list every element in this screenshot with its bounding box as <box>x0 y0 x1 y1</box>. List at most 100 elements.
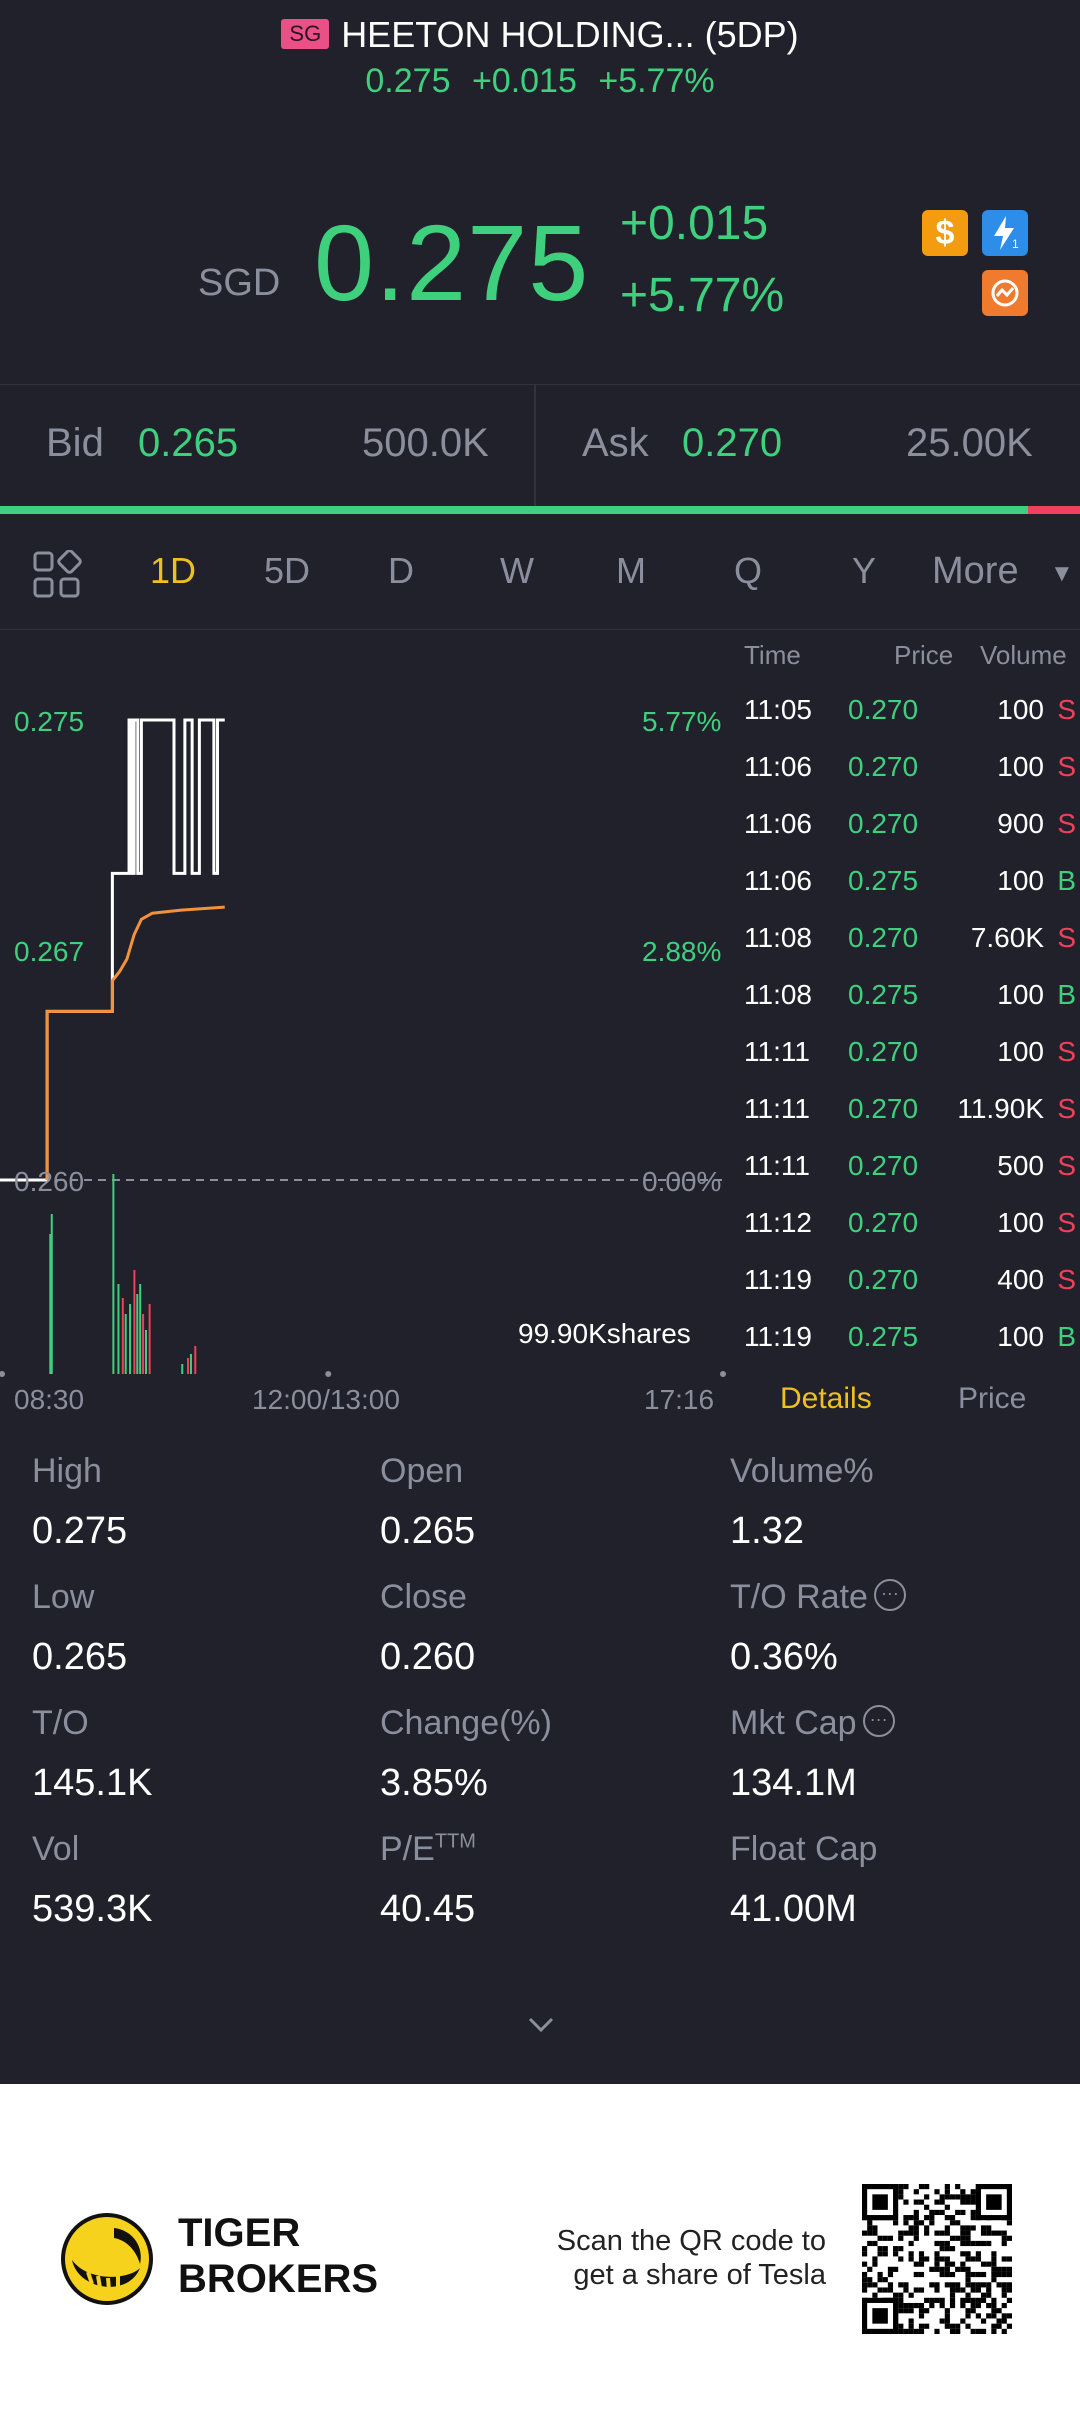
y-label-right-high: 5.77% <box>642 706 722 737</box>
ticks-header-price: Price <box>894 640 954 670</box>
volume-bar <box>194 1346 197 1374</box>
volume-bar <box>50 1214 53 1374</box>
tick-price: 0.270 <box>848 694 919 725</box>
tick-side: S <box>1057 1207 1076 1238</box>
tick-volume: 900 <box>997 808 1044 839</box>
stat-label-text: High <box>32 1452 102 1490</box>
intraday-chart-svg <box>0 718 726 1377</box>
chevron-down-icon[interactable]: ▼ <box>1050 560 1074 587</box>
stat-label-text: Volume% <box>730 1452 874 1490</box>
stat-value: 0.275 <box>32 1510 128 1552</box>
tick-side: S <box>1057 694 1076 725</box>
tab-5d[interactable]: 5D <box>264 550 311 591</box>
info-icon[interactable]: ··· <box>873 1579 906 1612</box>
brand-name: TIGER BROKERS <box>178 2210 378 2302</box>
ask-price: 0.270 <box>682 421 783 465</box>
stat-label-text: Open <box>380 1452 464 1490</box>
tick-volume: 100 <box>997 1036 1044 1067</box>
volume-bar <box>124 1314 127 1374</box>
volume-bar <box>145 1330 147 1374</box>
stat-label-text: Float Cap <box>730 1830 878 1868</box>
tick-price: 0.270 <box>848 808 919 839</box>
stat-value: 3.85% <box>380 1762 488 1804</box>
tick-price: 0.270 <box>848 1036 919 1067</box>
tab-month[interactable]: M <box>616 550 646 591</box>
expand-chevron-icon[interactable] <box>526 2010 556 2040</box>
tab-week[interactable]: W <box>500 550 534 591</box>
tick-price: 0.270 <box>848 922 919 953</box>
x-axis-marker <box>0 1371 5 1377</box>
volume-bar <box>187 1358 190 1374</box>
tick-volume: 100 <box>997 979 1044 1010</box>
bid-price: 0.265 <box>138 421 239 465</box>
dollar-icon[interactable]: $ <box>922 210 968 256</box>
tick-volume: 400 <box>997 1264 1044 1295</box>
tab-1d[interactable]: 1D <box>150 550 197 591</box>
tick-side: S <box>1057 922 1076 953</box>
tick-volume: 100 <box>997 694 1044 725</box>
average-price-line <box>45 905 225 1180</box>
tick-volume: 11.90K <box>957 1093 1044 1124</box>
stat-value: 40.45 <box>380 1888 476 1930</box>
tick-price: 0.270 <box>848 1264 919 1295</box>
stat-label: Open <box>380 1452 463 1491</box>
bid-ask-ratio-bar <box>0 506 1080 514</box>
stat-label-text: T/O Rate <box>730 1578 868 1616</box>
bid-ask-panel: Bid 0.265 500.0K Ask 0.270 25.00K <box>0 384 1080 509</box>
stat-label-text: P/E <box>380 1830 435 1868</box>
ticks-header-time: Time <box>744 640 801 670</box>
tick-side: B <box>1057 979 1076 1010</box>
tab-quarter[interactable]: Q <box>734 550 763 591</box>
tab-day[interactable]: D <box>388 550 414 591</box>
info-icon[interactable]: ··· <box>862 1705 895 1738</box>
x-label-mid: 12:00/13:00 <box>252 1384 400 1415</box>
volume-bar <box>112 1174 115 1374</box>
tick-row: 11:12 0.270 100 S <box>740 1207 1080 1264</box>
stat-value: 0.36% <box>730 1636 838 1678</box>
tick-time: 11:08 <box>744 922 812 953</box>
tick-side: S <box>1057 1264 1076 1295</box>
stat-label: P/ETTM <box>380 1830 476 1869</box>
margin-icon[interactable] <box>982 270 1028 316</box>
tick-row: 11:06 0.270 100 S <box>740 751 1080 808</box>
stat-label: Mkt Cap ··· <box>730 1704 895 1743</box>
tab-price[interactable]: Price <box>958 1382 1027 1415</box>
bid-ask-divider <box>534 385 536 509</box>
tab-more[interactable]: More <box>932 550 1019 592</box>
volume-bar <box>129 1304 132 1374</box>
stat-label-superscript: TTM <box>434 1830 476 1853</box>
ticks-header-volume: Volume <box>980 640 1067 670</box>
tick-row: 11:08 0.275 100 B <box>740 979 1080 1036</box>
stat-label-text: Low <box>32 1578 95 1616</box>
stock-title: HEETON HOLDING... (5DP) <box>341 14 799 55</box>
ask-label: Ask <box>582 421 649 465</box>
stat-label-text: T/O <box>32 1704 89 1742</box>
tab-year[interactable]: Y <box>852 550 877 591</box>
stock-title-row: SG HEETON HOLDING... (5DP) <box>0 14 1080 56</box>
volume-label: 99.90Kshares <box>518 1318 691 1349</box>
volume-bar <box>181 1364 184 1374</box>
tick-row: 11:08 0.270 7.60K S <box>740 922 1080 979</box>
stat-value: 1.32 <box>730 1510 804 1552</box>
header-change: +0.015 <box>471 62 577 100</box>
volume-bar <box>139 1284 142 1374</box>
grid-layout-icon[interactable] <box>32 549 82 600</box>
tick-time: 11:06 <box>744 808 812 839</box>
tab-details[interactable]: Details <box>780 1382 872 1415</box>
bid-label: Bid <box>46 421 104 465</box>
scan-line-2: get a share of Tesla <box>573 2259 826 2291</box>
tick-price: 0.275 <box>848 865 919 896</box>
y-label-right-low: 0.00% <box>642 1166 722 1197</box>
tick-price: 0.275 <box>848 1321 919 1352</box>
stat-label: Vol <box>32 1830 79 1869</box>
volume-bar <box>133 1270 136 1374</box>
intraday-chart[interactable]: 0.275 0.267 0.260 5.77% 2.88% 0.00% 99.9… <box>0 632 730 1382</box>
tick-time: 11:19 <box>744 1321 812 1352</box>
stat-value: 539.3K <box>32 1888 153 1930</box>
header-change-pct: +5.77% <box>598 62 715 100</box>
brand-line-1: TIGER <box>178 2211 301 2255</box>
tick-volume: 100 <box>997 865 1044 896</box>
tick-side: B <box>1057 865 1076 896</box>
flash-icon[interactable]: 1 <box>982 210 1028 256</box>
tick-side: S <box>1057 808 1076 839</box>
